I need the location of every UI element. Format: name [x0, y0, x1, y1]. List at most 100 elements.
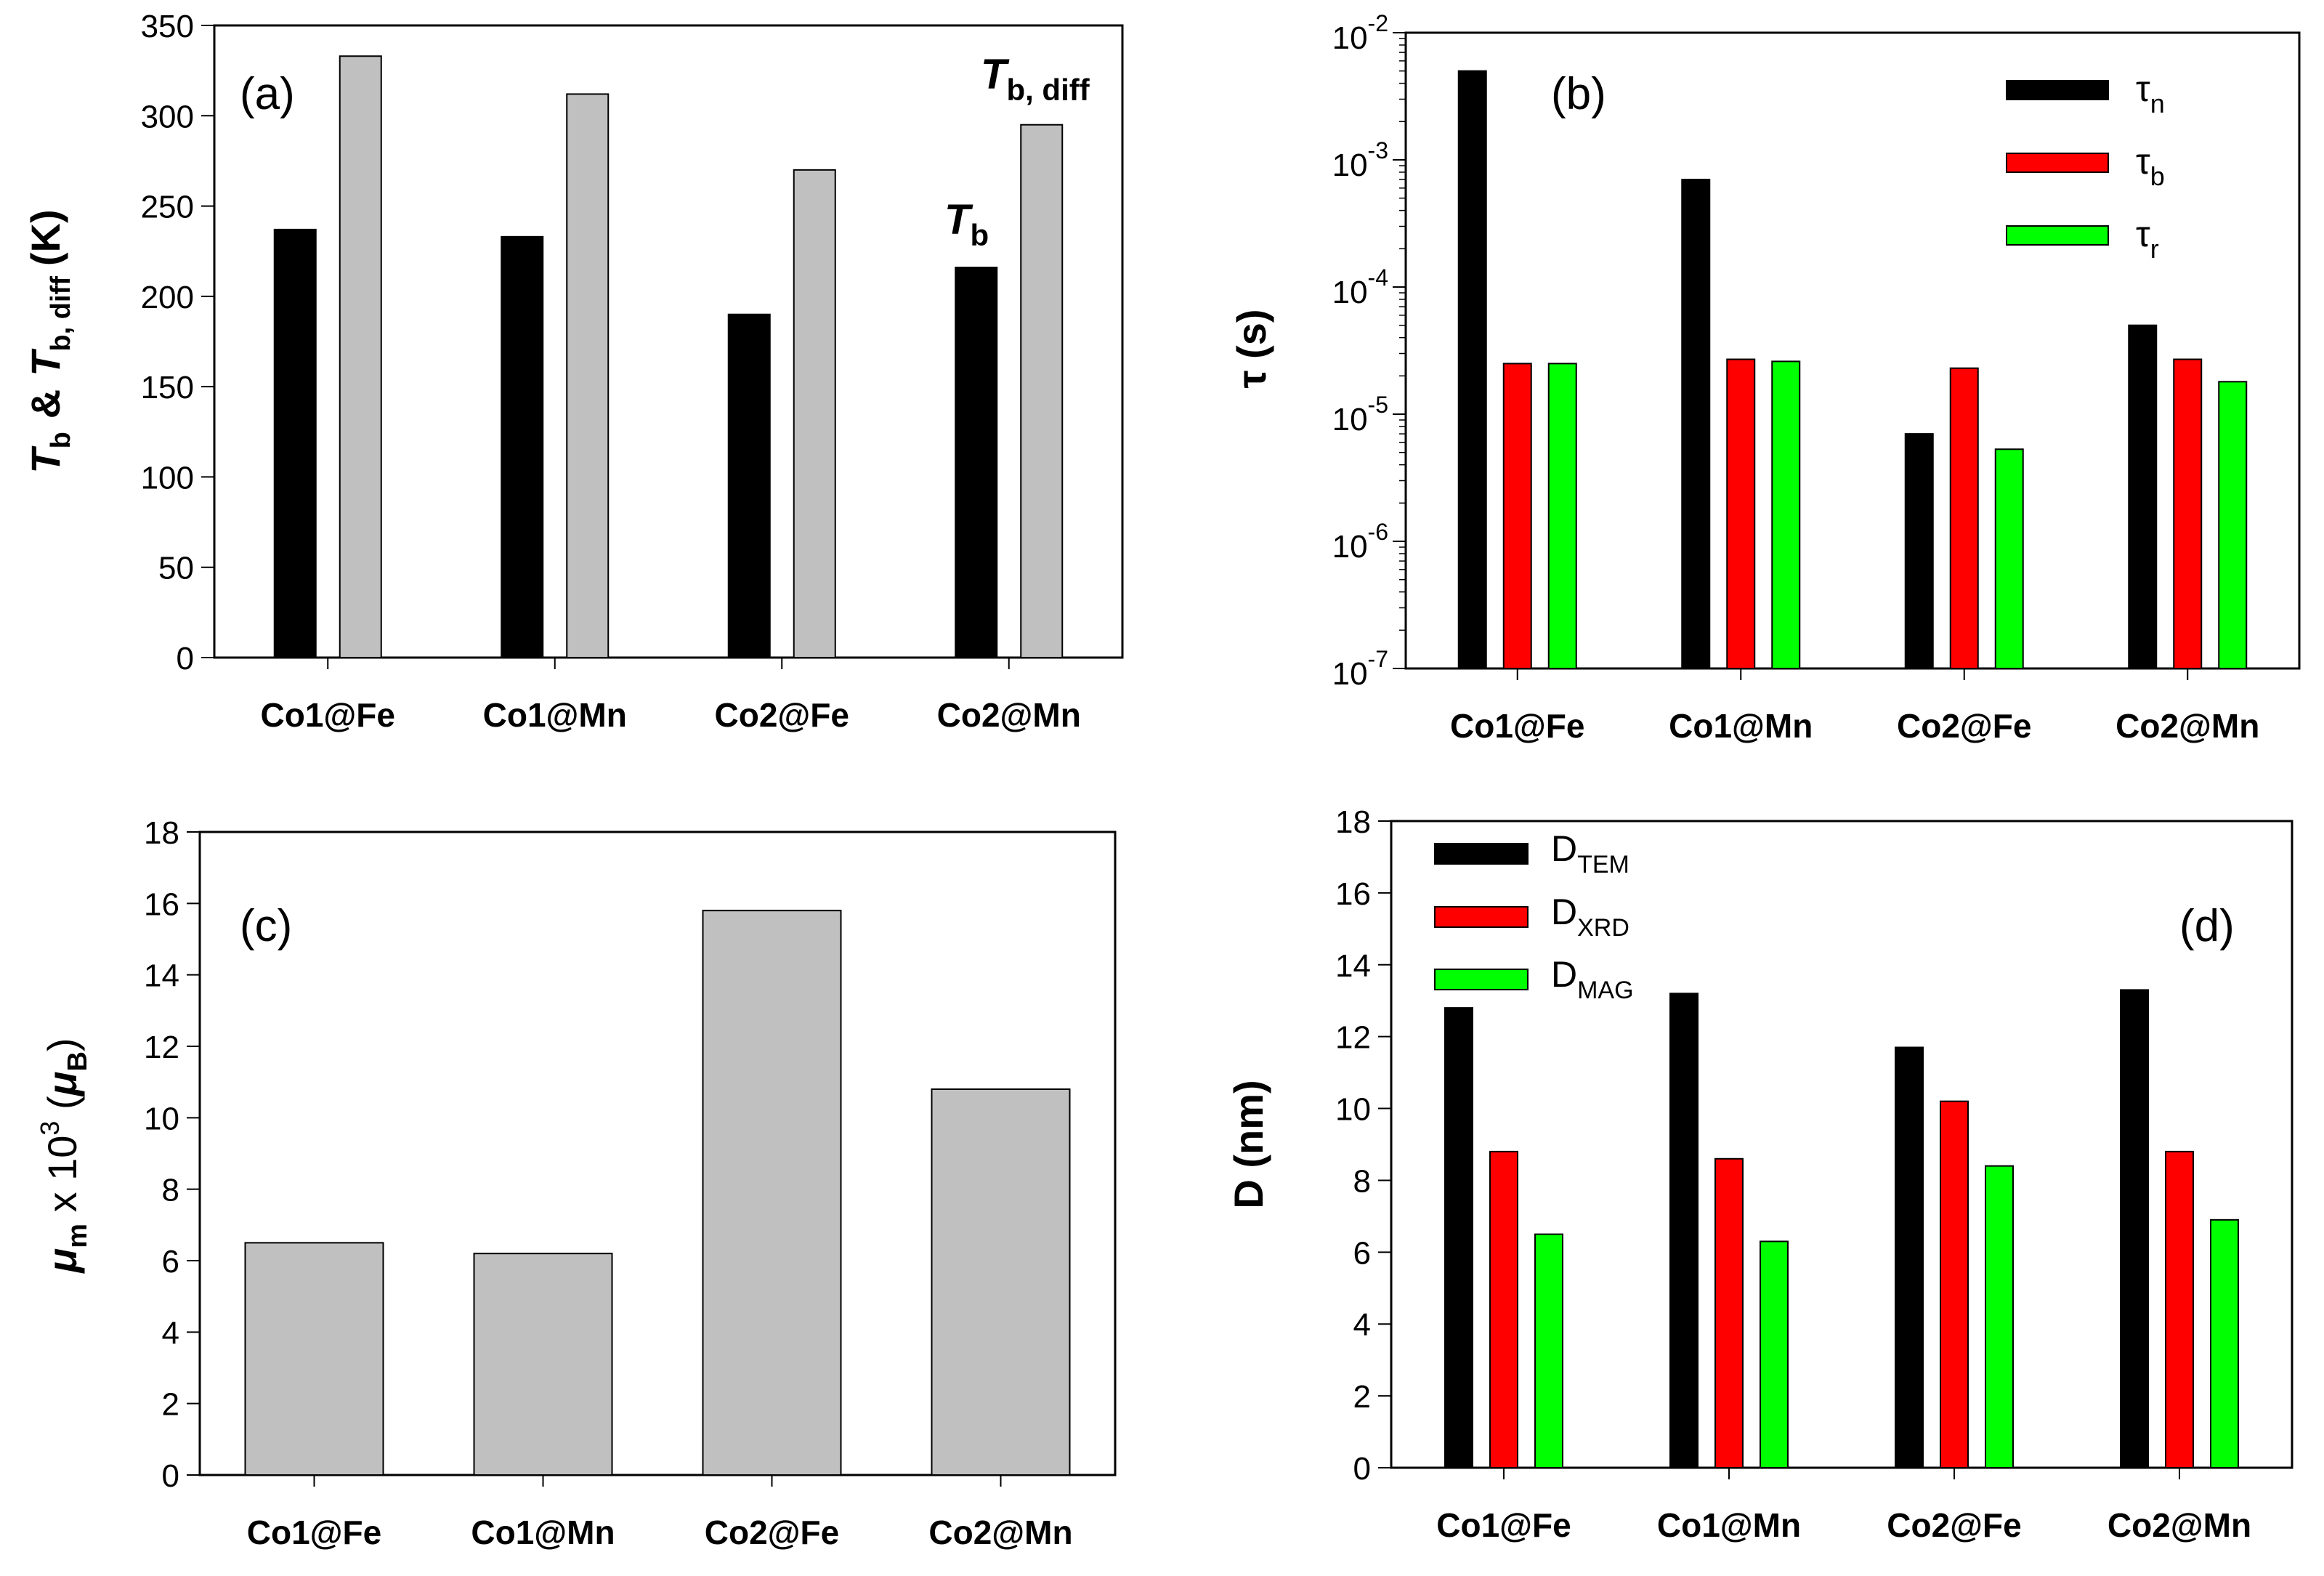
bar-dmag-1: [1760, 1240, 1789, 1468]
bar-dmag-2: [1985, 1165, 2014, 1468]
legend-swatch: [1434, 906, 1529, 928]
panel-label: (c): [240, 901, 292, 951]
x-category-label: Co2@Fe: [1897, 707, 2031, 745]
bar-m-0: [244, 1242, 384, 1476]
y-tick-exponent: -5: [1368, 392, 1388, 418]
legend-base: D: [1551, 892, 1577, 932]
y-tick-label: 10: [1335, 1092, 1371, 1128]
y-tick-label: 12: [144, 1030, 179, 1065]
x-category-label: Co1@Fe: [247, 1514, 381, 1551]
y-tick-label: 10-2: [1332, 10, 1388, 56]
legend-base: τ: [2136, 214, 2150, 254]
legend-swatch: [1434, 969, 1529, 990]
y-tick-label: 2: [1353, 1379, 1371, 1415]
bar-dtem-0: [1444, 1007, 1473, 1468]
ylabel-unit: (K): [23, 209, 68, 266]
bar-dxrd-0: [1489, 1150, 1518, 1469]
panel-c: Co1@Fe Co1@Mn Co2@Fe Co2@Mn 0 2 4 6 8 10 12 14 16 18 (…: [35, 815, 1117, 1551]
panel-d: Co1@Fe Co1@Mn Co2@Fe Co2@Mn 0 2 4 6 8 10 12 14 16 18 (…: [1226, 804, 2293, 1544]
bar-tbdiff-1: [566, 93, 610, 658]
bar-tbdiff-3: [1020, 124, 1064, 658]
panel-label: (b): [1551, 69, 1606, 119]
bar-r-2: [1994, 448, 2024, 669]
panel-label: (a): [240, 69, 295, 119]
annotation-sub: b: [970, 218, 989, 252]
y-tick-label: 4: [1353, 1307, 1371, 1343]
bar-m-2: [702, 910, 842, 1476]
bar-tb-1: [501, 235, 544, 659]
bar-dtem-1: [1669, 993, 1699, 1469]
legend-swatch: [1434, 843, 1529, 865]
legend-base: D: [1551, 828, 1577, 869]
x-category-label: Co2@Fe: [715, 696, 849, 734]
y-tick-label: 10-5: [1332, 392, 1388, 437]
y-tick-label: 10-7: [1332, 646, 1388, 692]
bar-dxrd-2: [1940, 1100, 1969, 1468]
y-tick-label: 14: [1335, 948, 1371, 984]
x-category-label: Co2@Fe: [705, 1514, 839, 1551]
bar-r-3: [2218, 381, 2248, 670]
ylabel-mu: μ: [39, 1248, 85, 1274]
y-tick-label: 0: [162, 1458, 179, 1494]
y-tick-base: 10: [1332, 656, 1368, 692]
bar-dmag-0: [1534, 1233, 1563, 1468]
y-tick-label: 14: [144, 958, 179, 994]
y-tick-label: 200: [141, 280, 194, 315]
bar-b-0: [1502, 363, 1532, 669]
y-tick-exponent: -2: [1368, 10, 1388, 36]
bar-r-1: [1771, 360, 1801, 669]
y-axis-label: μm x 103 (μB): [35, 1038, 93, 1274]
bar-tbdiff-0: [339, 55, 382, 658]
y-tick-label: 10-6: [1332, 519, 1388, 565]
bar-tb-2: [727, 313, 771, 658]
y-tick-base: 10: [1332, 529, 1368, 565]
legend-label: DTEM: [1551, 828, 1629, 878]
y-tick-exponent: -3: [1368, 137, 1388, 163]
ylabel-t: T: [23, 348, 68, 376]
legend-label: τn: [2136, 68, 2165, 118]
y-tick-exponent: -4: [1368, 264, 1388, 291]
legend-swatch: [2006, 80, 2109, 100]
legend-sub: MAG: [1577, 977, 1633, 1004]
bar-dtem-2: [1895, 1046, 1924, 1468]
x-category-label: Co1@Mn: [483, 696, 627, 734]
y-tick-label: 100: [141, 460, 194, 496]
bar-n-2: [1904, 433, 1934, 669]
ylabel-t: T: [23, 445, 68, 474]
legend-base: τ: [2136, 68, 2150, 109]
y-tick-label: 16: [144, 886, 179, 922]
y-tick-base: 10: [1332, 20, 1368, 56]
y-tick-label: 350: [141, 9, 194, 44]
y-tick-label: 4: [162, 1315, 179, 1351]
x-category-label: Co1@Mn: [1657, 1506, 1801, 1544]
ylabel-mu: μ: [39, 1071, 85, 1097]
legend-sub: XRD: [1577, 914, 1629, 942]
ylabel-amp: &: [23, 389, 68, 419]
bar-dtem-3: [2120, 989, 2149, 1468]
panel-label: (d): [2179, 901, 2235, 951]
legend-sub: b: [2150, 161, 2165, 191]
annotation-base: T: [944, 196, 973, 243]
x-category-label: Co1@Mn: [1669, 707, 1813, 745]
legend-base: τ: [2136, 141, 2150, 182]
x-category-label: Co2@Mn: [937, 696, 1081, 734]
bar-b-2: [1949, 367, 1979, 669]
y-tick-label: 10-4: [1332, 264, 1388, 310]
y-tick-label: 50: [158, 551, 194, 586]
x-category-label: Co1@Fe: [1450, 707, 1584, 745]
y-tick-exponent: -6: [1368, 519, 1388, 545]
bar-n-0: [1457, 70, 1487, 670]
ylabel-sub: m: [62, 1224, 93, 1248]
ylabel-paren: ): [39, 1038, 85, 1051]
bar-n-1: [1681, 179, 1711, 669]
x-category-label: Co2@Fe: [1887, 1506, 2021, 1544]
y-tick-base: 10: [1332, 275, 1368, 310]
legend-sub: TEM: [1577, 851, 1629, 878]
bar-r-0: [1547, 363, 1577, 669]
y-axis-label: τ (s): [1228, 310, 1274, 389]
y-axis-label: D (nm): [1226, 1080, 1271, 1208]
x-category-label: Co2@Mn: [928, 1514, 1072, 1551]
legend-label: DMAG: [1551, 954, 1634, 1004]
panel-a: Co1@Fe Co1@Mn Co2@Fe Co2@Mn 0 50 100 150 200 250 3…: [23, 9, 1124, 734]
